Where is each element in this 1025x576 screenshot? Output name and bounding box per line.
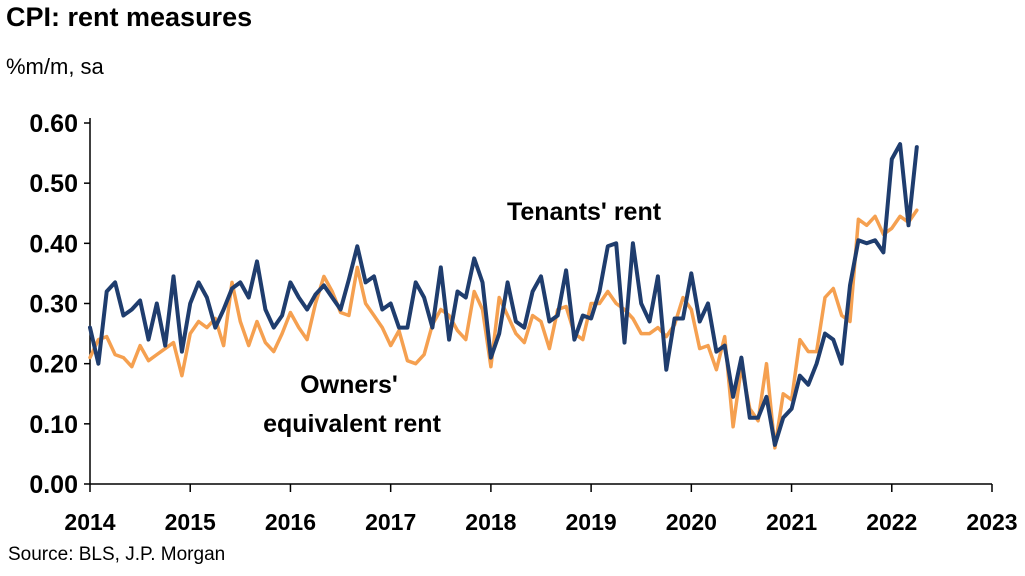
y-tick-label: 0.50 bbox=[29, 170, 78, 198]
x-tick-label: 2019 bbox=[566, 509, 617, 535]
series-line-tenants bbox=[88, 142, 919, 447]
x-tick-label: 2023 bbox=[966, 509, 1017, 535]
chart-axes: 0.00 0.10 0.20 0.30 0.40 0.50 0.60 2014 2015 2016… bbox=[29, 110, 1017, 535]
chart-subtitle: %m/m, sa bbox=[6, 54, 104, 79]
x-tick-label: 2017 bbox=[365, 509, 416, 535]
chart-annotations: Tenants' rent Owners' equivalent rent bbox=[263, 198, 662, 438]
chart-series bbox=[88, 142, 919, 450]
y-tick-label: 0.20 bbox=[29, 351, 78, 379]
x-tick-label: 2021 bbox=[766, 509, 817, 535]
y-tick-label: 0.10 bbox=[29, 411, 78, 439]
source-note: Source: BLS, J.P. Morgan bbox=[8, 544, 226, 565]
x-tick-label: 2022 bbox=[866, 509, 917, 535]
y-tick-label: 0.60 bbox=[29, 110, 78, 138]
y-tick-label: 0.40 bbox=[29, 230, 78, 258]
x-tick-label: 2018 bbox=[465, 509, 516, 535]
x-tick-label: 2020 bbox=[666, 509, 717, 535]
tenants-rent-label: Tenants' rent bbox=[507, 198, 662, 226]
owners-label: Owners' bbox=[300, 371, 398, 399]
y-tick-label: 0.30 bbox=[29, 291, 78, 319]
x-tick-label: 2014 bbox=[64, 509, 115, 535]
x-tick-label: 2016 bbox=[265, 509, 316, 535]
y-tick-label: 0.00 bbox=[29, 471, 78, 499]
chart-title: CPI: rent measures bbox=[6, 2, 253, 32]
equivalent-rent-label: equivalent rent bbox=[263, 410, 441, 438]
x-tick-label: 2015 bbox=[165, 509, 216, 535]
